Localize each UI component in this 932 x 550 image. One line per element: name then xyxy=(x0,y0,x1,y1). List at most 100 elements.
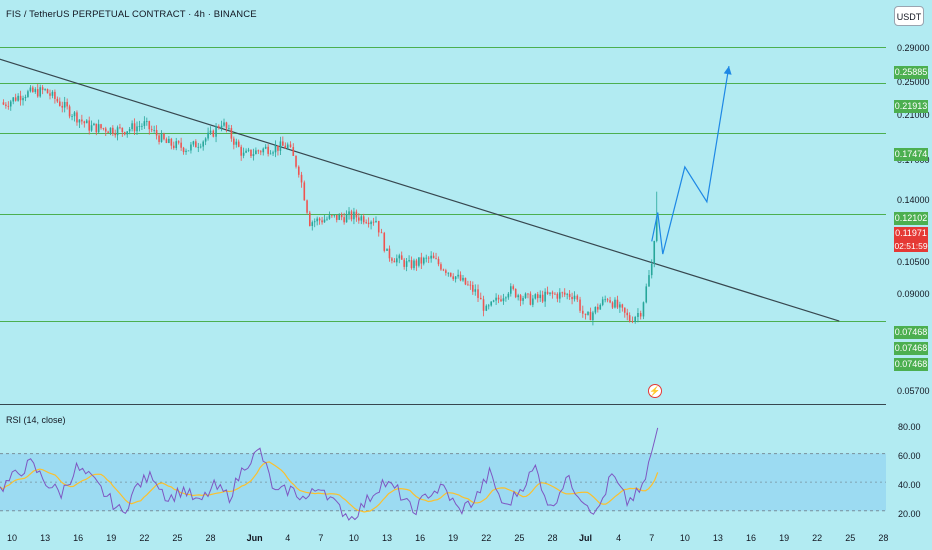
candle-body xyxy=(128,129,131,132)
price-tick: 0.14000 xyxy=(897,195,930,205)
candle-body xyxy=(566,293,568,295)
candle-body xyxy=(136,126,138,132)
candle-body xyxy=(259,151,262,153)
time-axis-label: 25 xyxy=(514,533,525,543)
candle-body xyxy=(449,272,452,277)
candle-body xyxy=(237,141,240,147)
candle-body xyxy=(126,131,129,135)
candle-body xyxy=(32,87,34,92)
candle-body xyxy=(182,147,185,153)
currency-button[interactable]: USDT xyxy=(894,6,924,26)
candle-body xyxy=(311,222,314,226)
time-axis-label: 28 xyxy=(205,533,216,543)
candle-body xyxy=(95,123,98,133)
candle-body xyxy=(582,310,584,314)
candle-countdown-badge: 02:51:59 xyxy=(894,240,928,252)
candle-body xyxy=(257,150,260,152)
candle-body xyxy=(459,274,462,281)
candle-body xyxy=(355,211,358,218)
candle-body xyxy=(335,214,338,220)
candle-body xyxy=(457,274,459,277)
candle-body xyxy=(165,139,168,143)
candle-body xyxy=(168,138,170,143)
level-price-badge: 0.17474 xyxy=(894,148,928,161)
lightning-icon[interactable]: ⚡ xyxy=(648,384,662,398)
candle-body xyxy=(326,218,328,220)
candle-body xyxy=(616,299,619,308)
candle-body xyxy=(358,217,360,221)
candle-body xyxy=(561,292,564,294)
candle-body xyxy=(594,306,597,313)
candle-body xyxy=(415,260,418,266)
candle-body xyxy=(519,295,522,301)
candle-body xyxy=(61,105,64,108)
candle-body xyxy=(556,293,559,299)
candle-body xyxy=(527,293,529,295)
candle-body xyxy=(76,112,78,123)
candle-body xyxy=(422,257,425,264)
candle-body xyxy=(207,132,209,139)
candle-body xyxy=(472,285,474,292)
candle-body xyxy=(177,141,180,143)
candle-body xyxy=(131,123,133,130)
candle-body xyxy=(121,127,124,133)
time-axis-label: 13 xyxy=(382,533,393,543)
rsi-ma-line xyxy=(0,461,659,513)
candle-body xyxy=(160,133,163,142)
candle-body xyxy=(568,293,571,297)
candle-body xyxy=(119,127,121,129)
candle-body xyxy=(282,141,284,146)
candle-body xyxy=(242,152,245,156)
candle-body xyxy=(541,294,544,302)
candle-body xyxy=(56,98,59,102)
candle-body xyxy=(442,269,445,271)
candle-body xyxy=(272,152,274,154)
candle-body xyxy=(512,286,515,289)
candle-body xyxy=(284,145,287,149)
candle-body xyxy=(297,166,300,175)
candle-body xyxy=(245,150,247,153)
candle-body xyxy=(289,144,292,148)
time-axis-label: 19 xyxy=(779,533,790,543)
candle-body xyxy=(318,218,321,221)
candle-body xyxy=(437,258,440,265)
candle-body xyxy=(209,130,212,133)
candle-body xyxy=(141,125,143,127)
descending-trendline[interactable] xyxy=(0,56,840,322)
candle-body xyxy=(295,155,297,167)
candle-body xyxy=(68,106,71,117)
candles xyxy=(2,84,658,326)
candle-body xyxy=(597,306,599,310)
candle-body xyxy=(400,255,403,260)
candle-body xyxy=(469,284,472,286)
time-axis-label: 4 xyxy=(285,533,291,543)
candle-body xyxy=(621,304,624,308)
candle-body xyxy=(634,316,636,322)
candle-body xyxy=(255,150,257,155)
candle-body xyxy=(138,126,141,127)
candle-body xyxy=(383,232,386,251)
time-axis-label: 10 xyxy=(679,533,690,543)
candle-body xyxy=(539,294,542,299)
candle-body xyxy=(269,153,272,155)
candle-body xyxy=(375,220,377,223)
rsi-tick: 60.00 xyxy=(898,451,921,461)
candle-body xyxy=(479,297,482,300)
candle-body xyxy=(247,149,250,151)
candle-body xyxy=(576,295,579,300)
candle-body xyxy=(348,211,350,215)
candle-body xyxy=(225,122,228,129)
candle-body xyxy=(102,128,105,129)
candle-body xyxy=(589,311,592,321)
candle-body xyxy=(587,311,589,315)
candle-body xyxy=(497,297,500,300)
candle-body xyxy=(212,130,215,137)
candle-body xyxy=(54,91,56,99)
candle-body xyxy=(362,216,365,223)
time-axis-label: Jun xyxy=(246,533,263,543)
candle-body xyxy=(150,129,153,131)
time-axis-label: 25 xyxy=(845,533,856,543)
candle-body xyxy=(510,286,512,294)
rsi-indicator-label[interactable]: RSI (14, close) xyxy=(6,415,66,425)
